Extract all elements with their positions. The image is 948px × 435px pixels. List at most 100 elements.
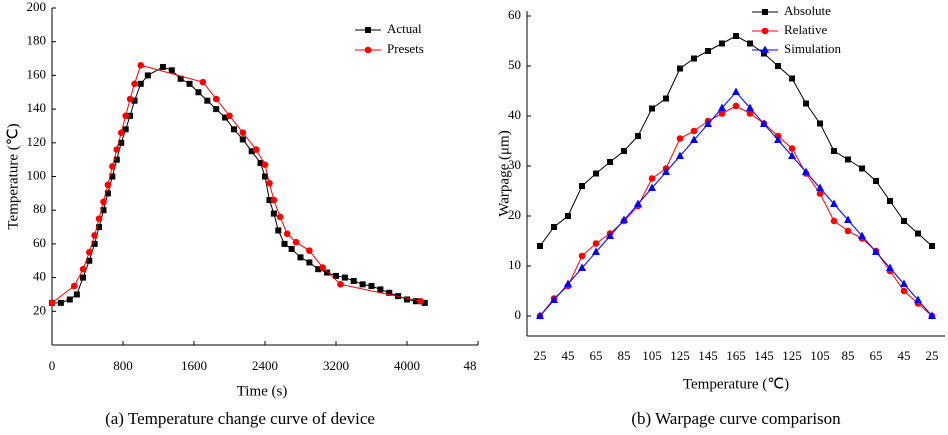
marker — [100, 198, 107, 206]
x-tick-label: 45 — [562, 348, 575, 363]
y-tick-label: 60 — [508, 7, 521, 22]
marker — [733, 33, 739, 39]
x-tick-label: 165 — [726, 348, 746, 363]
x-axis-label: Time (s) — [237, 383, 288, 399]
marker — [341, 274, 348, 281]
marker — [319, 264, 326, 271]
y-axis-label: Temperature (℃) — [5, 123, 21, 229]
y-tick-label: 10 — [508, 257, 521, 272]
marker — [276, 213, 284, 221]
x-axis-label: Temperature (℃) — [683, 376, 789, 392]
marker — [663, 95, 669, 102]
marker — [126, 95, 134, 103]
marker — [648, 175, 656, 182]
y-tick-label: 180 — [27, 33, 47, 48]
marker — [117, 129, 125, 136]
marker — [690, 127, 698, 135]
marker — [536, 311, 544, 319]
marker — [104, 190, 111, 197]
marker — [900, 287, 908, 295]
marker — [261, 161, 269, 169]
legend-marker — [365, 27, 371, 33]
marker — [830, 217, 838, 225]
marker — [222, 114, 229, 121]
marker — [761, 50, 767, 57]
y-tick-label: 100 — [27, 167, 47, 182]
y-tick-label: 60 — [33, 235, 46, 250]
x-tick-label: 145 — [698, 348, 718, 363]
marker — [365, 27, 371, 33]
marker — [762, 9, 768, 15]
x-tick-label: 48 — [464, 358, 477, 373]
marker — [788, 151, 796, 159]
marker — [635, 133, 641, 139]
marker — [802, 167, 810, 175]
marker — [350, 277, 357, 284]
x-tick-label: 105 — [642, 348, 662, 363]
marker — [788, 145, 796, 152]
y-tick-label: 160 — [27, 66, 47, 81]
marker — [775, 63, 781, 69]
marker — [131, 80, 138, 88]
marker — [565, 213, 571, 219]
marker — [104, 181, 112, 189]
marker — [91, 240, 98, 247]
x-tick-label: 2400 — [252, 358, 278, 373]
marker — [901, 218, 907, 224]
marker — [257, 160, 264, 167]
x-tick-label: 1600 — [181, 358, 207, 373]
marker — [929, 243, 935, 249]
marker — [127, 112, 134, 119]
marker — [239, 129, 247, 136]
marker — [761, 45, 769, 53]
marker — [928, 311, 936, 319]
marker — [900, 279, 908, 287]
series-line — [539, 91, 933, 317]
marker — [719, 40, 725, 47]
marker — [186, 80, 193, 87]
marker — [109, 163, 116, 170]
marker — [333, 272, 339, 279]
marker — [550, 295, 558, 303]
marker — [122, 126, 129, 133]
marker — [421, 299, 428, 306]
marker — [845, 156, 851, 163]
marker — [914, 295, 922, 303]
marker — [592, 247, 600, 255]
marker — [649, 105, 655, 112]
marker — [915, 230, 921, 237]
marker — [359, 281, 366, 288]
legend-label: Relative — [784, 22, 828, 37]
marker — [386, 289, 393, 296]
marker — [281, 240, 288, 247]
marker — [297, 254, 304, 261]
series-line — [539, 35, 933, 247]
marker — [858, 231, 866, 239]
y-tick-label: 200 — [27, 0, 47, 14]
marker — [315, 266, 322, 273]
marker — [226, 112, 233, 120]
y-tick-label: 80 — [33, 201, 46, 216]
x-tick-label: 145 — [754, 348, 774, 363]
marker — [747, 40, 753, 47]
legend-marker — [761, 45, 769, 53]
marker — [168, 67, 175, 74]
marker — [288, 245, 295, 252]
marker — [144, 72, 151, 79]
marker — [404, 296, 410, 303]
marker — [607, 159, 613, 165]
marker — [109, 173, 116, 180]
marker — [239, 136, 246, 143]
marker — [705, 48, 711, 54]
legend-label: Simulation — [784, 41, 842, 56]
marker — [803, 100, 809, 107]
marker — [137, 80, 144, 87]
marker — [230, 126, 237, 133]
marker — [213, 106, 220, 113]
marker — [199, 78, 207, 86]
x-tick-label: 45 — [898, 348, 911, 363]
marker — [579, 183, 585, 189]
marker — [252, 146, 260, 153]
marker — [634, 199, 642, 207]
